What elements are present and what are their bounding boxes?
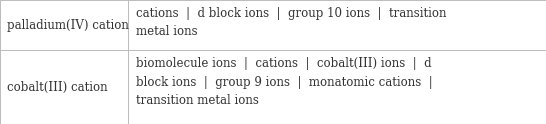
Text: cations  |  d block ions  |  group 10 ions  |  transition
metal ions: cations | d block ions | group 10 ions |… xyxy=(136,7,447,38)
Text: palladium(IV) cation: palladium(IV) cation xyxy=(7,19,128,32)
Text: cobalt(III) cation: cobalt(III) cation xyxy=(7,81,107,94)
Text: biomolecule ions  |  cations  |  cobalt(III) ions  |  d
block ions  |  group 9 i: biomolecule ions | cations | cobalt(III)… xyxy=(136,57,433,107)
